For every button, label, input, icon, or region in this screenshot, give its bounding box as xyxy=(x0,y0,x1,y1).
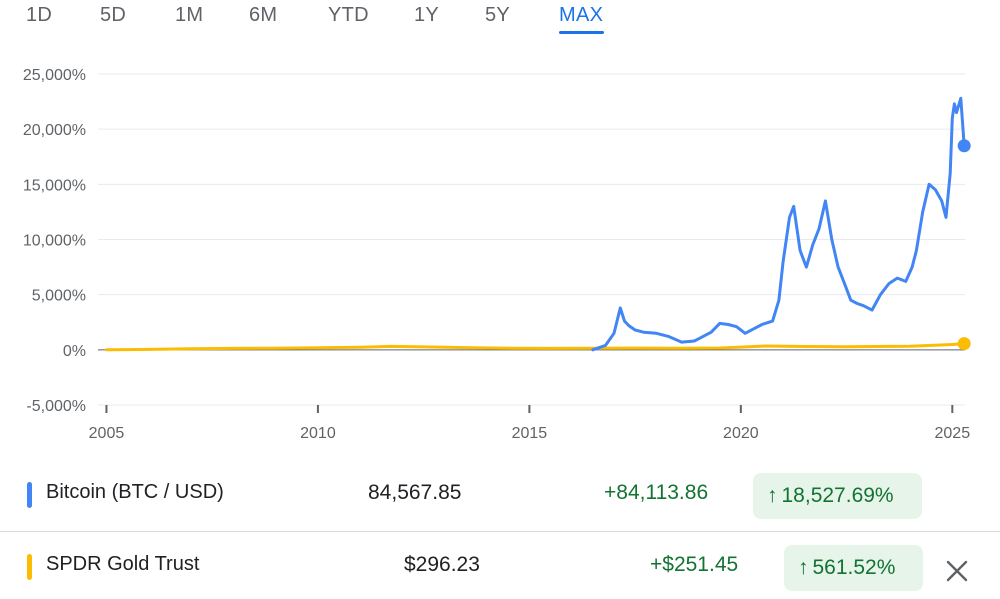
row-change: +$251.45 xyxy=(650,553,739,576)
x-tick-label: 2025 xyxy=(935,425,971,442)
x-tick-label: 2005 xyxy=(89,425,125,442)
y-axis-tick-labels: -5,000% 0% 5,000% 10,000% 15,000% 20,000% 25,0… xyxy=(23,67,86,415)
row-divider xyxy=(0,531,1000,532)
gold-color-swatch xyxy=(27,554,32,580)
comparison-row-bitcoin[interactable]: Bitcoin (BTC / USD) 84,567.85 +84,113.86… xyxy=(0,465,1000,527)
y-tick-label: 10,000% xyxy=(23,233,86,250)
row-name: Bitcoin (BTC / USD) xyxy=(46,481,224,503)
tab-1m[interactable]: 1M xyxy=(175,4,204,26)
comparison-row-gold[interactable]: SPDR Gold Trust $296.23 +$251.45 ↑ 561.52… xyxy=(0,537,1000,599)
series-endpoint-marker xyxy=(957,337,971,351)
tab-1d[interactable]: 1D xyxy=(26,4,53,26)
tab-5d[interactable]: 5D xyxy=(100,4,127,26)
tab-1y[interactable]: 1Y xyxy=(414,4,440,26)
x-tick-label: 2020 xyxy=(723,425,759,442)
tab-max[interactable]: MAX xyxy=(559,4,604,26)
series-line xyxy=(591,96,966,352)
chart-grid xyxy=(98,73,965,413)
y-tick-label: 0% xyxy=(63,343,86,360)
row-percent-value: 18,527.69% xyxy=(781,484,894,507)
row-percent-value: 561.52% xyxy=(812,556,896,579)
x-tick-label: 2010 xyxy=(300,425,336,442)
arrow-up-icon: ↑ xyxy=(798,556,809,579)
row-name: SPDR Gold Trust xyxy=(46,553,200,575)
range-tabs: 1D 5D 1M 6M YTD 1Y 5Y MAX xyxy=(0,0,640,36)
bitcoin-color-swatch xyxy=(27,482,32,508)
row-price: $296.23 xyxy=(404,553,480,576)
row-percent-badge: ↑ 18,527.69% xyxy=(753,473,922,519)
series-line xyxy=(105,342,966,352)
selected-tab-indicator xyxy=(559,31,604,34)
row-change: +84,113.86 xyxy=(604,481,709,504)
y-tick-label: 20,000% xyxy=(23,122,86,139)
chart-series xyxy=(105,96,971,352)
arrow-up-icon: ↑ xyxy=(767,484,778,507)
x-tick-label: 2015 xyxy=(512,425,548,442)
y-tick-label: 25,000% xyxy=(23,67,86,84)
row-price: 84,567.85 xyxy=(368,481,462,504)
x-axis-tick-labels: 2005 2010 2015 2020 2025 xyxy=(89,425,971,442)
row-percent-badge: ↑ 561.52% xyxy=(784,545,923,591)
tab-ytd[interactable]: YTD xyxy=(328,4,369,26)
close-icon[interactable] xyxy=(942,556,972,586)
tab-5y[interactable]: 5Y xyxy=(485,4,511,26)
tab-6m[interactable]: 6M xyxy=(249,4,278,26)
series-endpoint-marker xyxy=(957,139,971,153)
comparison-chart[interactable]: -5,000% 0% 5,000% 10,000% 15,000% 20,000% 25,0… xyxy=(0,40,1000,450)
y-tick-label: 5,000% xyxy=(32,288,86,305)
y-tick-label: -5,000% xyxy=(26,398,86,415)
y-tick-label: 15,000% xyxy=(23,177,86,194)
